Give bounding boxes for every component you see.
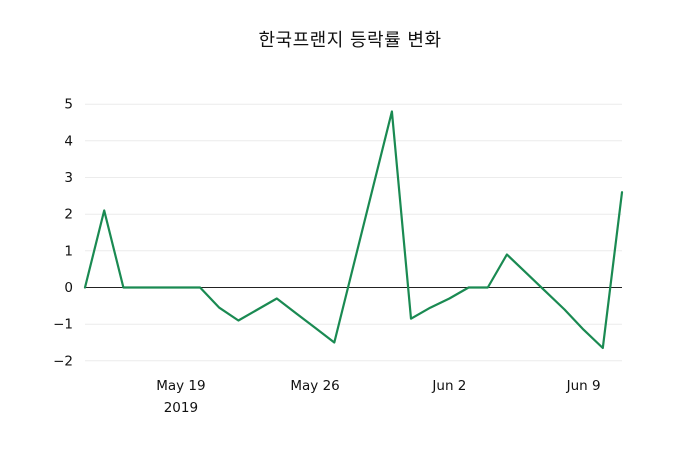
x-axis-tick-label: Jun 2 bbox=[431, 378, 466, 394]
y-axis-tick-label: 3 bbox=[64, 170, 73, 186]
y-axis-tick-label: 5 bbox=[64, 97, 73, 113]
y-axis-tick-label: 0 bbox=[64, 280, 73, 296]
y-axis-tick-label: −1 bbox=[53, 317, 73, 333]
chart-title: 한국프랜지 등락률 변화 bbox=[258, 30, 442, 51]
x-axis-tick-label: May 19 bbox=[156, 378, 205, 394]
y-axis-tick-label: 1 bbox=[64, 243, 73, 259]
y-axis-tick-label: 4 bbox=[64, 133, 73, 149]
series-line bbox=[83, 110, 624, 350]
x-axis-year-label: 2019 bbox=[164, 400, 198, 416]
x-axis-tick-label: Jun 9 bbox=[566, 378, 601, 394]
x-axis-tick-label: May 26 bbox=[290, 378, 339, 394]
y-axis-tick-label: −2 bbox=[53, 353, 73, 369]
y-axis-tick-label: 2 bbox=[64, 207, 73, 223]
